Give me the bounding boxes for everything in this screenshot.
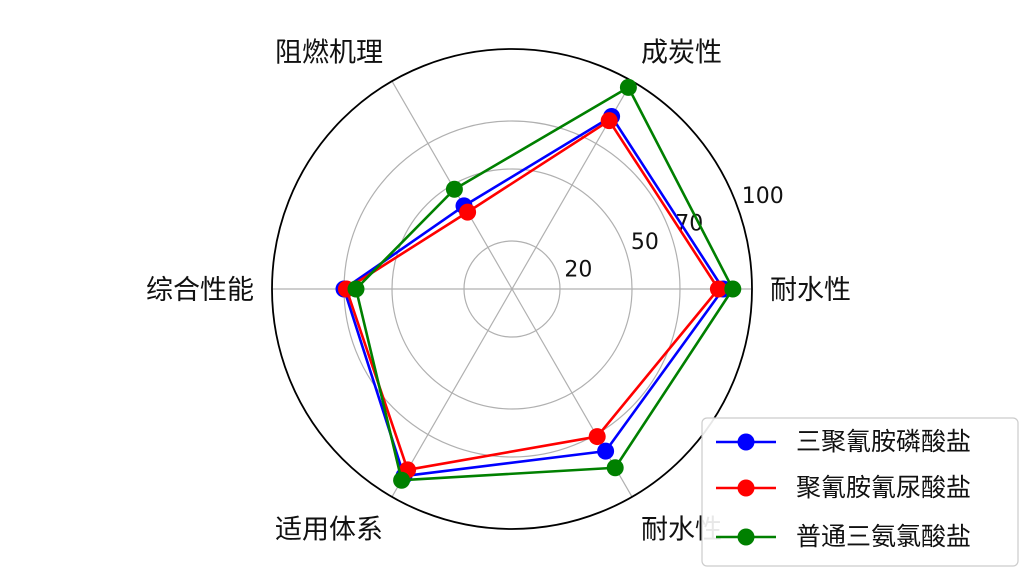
series-point	[393, 471, 411, 489]
series-point	[597, 442, 615, 460]
series	[347, 78, 742, 489]
series-point	[588, 428, 606, 446]
category-label: 阻燃机理	[275, 38, 383, 69]
series-group	[335, 78, 742, 489]
legend: 三聚氰胺磷酸盐 聚氰胺氰尿酸盐 普通三氨氯酸盐	[701, 417, 1019, 567]
legend-label: 聚氰胺氰尿酸盐	[796, 473, 971, 502]
category-label: 综合性能	[146, 275, 254, 306]
legend-marker	[737, 433, 755, 451]
spoke-line	[391, 288, 513, 498]
series-point	[724, 280, 742, 298]
outer-ring	[271, 48, 753, 530]
category-label: 耐水性	[770, 275, 851, 306]
series-point	[445, 180, 463, 198]
rtick-label: 100	[742, 184, 784, 209]
series-line	[354, 86, 735, 482]
rtick-label: 50	[631, 230, 659, 255]
series-point	[459, 203, 477, 221]
category-label: 适用体系	[275, 514, 383, 545]
series-point	[709, 280, 727, 298]
series-point	[347, 280, 365, 298]
legend-label: 普通三氨氯酸盐	[796, 522, 971, 551]
series-line	[345, 119, 720, 472]
legend-box	[701, 417, 1019, 567]
legend-marker	[737, 479, 755, 497]
series-point	[619, 78, 637, 96]
series-point	[606, 459, 624, 477]
legend-marker	[737, 528, 755, 546]
series	[335, 107, 732, 485]
category-label: 成炭性	[641, 38, 722, 69]
series-point	[600, 112, 618, 130]
radial-tick-labels: 20 50 70 100	[564, 184, 783, 282]
rtick-label: 20	[564, 258, 592, 283]
legend-label: 三聚氰胺磷酸盐	[796, 427, 971, 456]
